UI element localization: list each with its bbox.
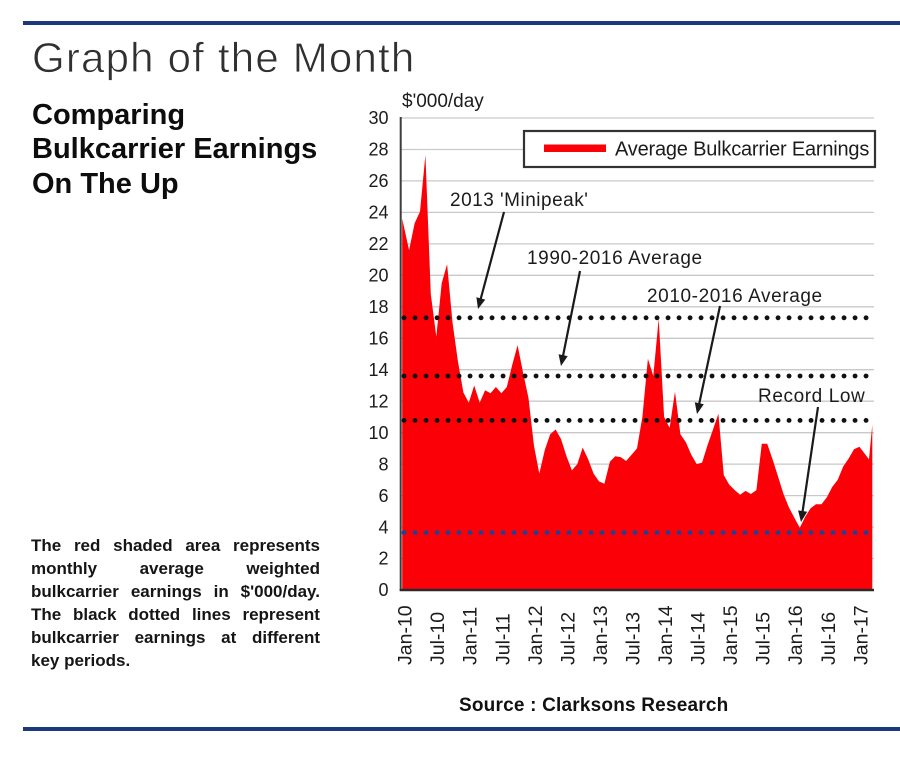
svg-text:10: 10 [368,423,388,443]
svg-text:18: 18 [368,297,388,317]
svg-text:0: 0 [378,580,388,600]
svg-text:12: 12 [368,391,388,411]
svg-text:Record Low: Record Low [758,386,865,407]
svg-text:2010-2016 Average: 2010-2016 Average [647,286,823,307]
svg-text:Jul-11: Jul-11 [492,613,514,665]
svg-text:Jul-13: Jul-13 [623,612,645,665]
svg-text:2: 2 [378,549,388,569]
svg-text:Jul-14: Jul-14 [688,612,710,665]
svg-text:2013 'Minipeak': 2013 'Minipeak' [450,190,588,211]
svg-text:16: 16 [368,329,388,349]
svg-text:Jan-11: Jan-11 [460,607,482,665]
svg-text:Jul-12: Jul-12 [557,612,579,665]
svg-text:4: 4 [378,517,388,537]
svg-text:30: 30 [368,108,388,128]
svg-text:6: 6 [378,486,388,506]
svg-text:8: 8 [378,454,388,474]
svg-text:26: 26 [368,171,388,191]
svg-text:14: 14 [368,360,388,380]
svg-text:Jan-13: Jan-13 [590,605,612,665]
svg-text:Jan-14: Jan-14 [655,605,677,665]
svg-text:Jan-12: Jan-12 [525,605,547,665]
svg-text:Jul-16: Jul-16 [818,612,840,665]
svg-text:Average Bulkcarrier Earnings: Average Bulkcarrier Earnings [615,139,869,161]
svg-text:Jan-10: Jan-10 [395,605,417,665]
svg-text:22: 22 [368,234,388,254]
svg-text:Jul-10: Jul-10 [427,612,449,665]
svg-text:Jan-15: Jan-15 [720,605,742,665]
svg-text:Jan-17: Jan-17 [850,605,872,665]
svg-text:$'000/day: $'000/day [402,91,484,112]
svg-text:20: 20 [368,266,388,286]
svg-text:Jan-16: Jan-16 [785,605,807,665]
svg-text:1990-2016 Average: 1990-2016 Average [527,248,703,269]
svg-text:24: 24 [368,203,388,223]
svg-text:Jul-15: Jul-15 [753,612,775,665]
svg-text:28: 28 [368,140,388,160]
